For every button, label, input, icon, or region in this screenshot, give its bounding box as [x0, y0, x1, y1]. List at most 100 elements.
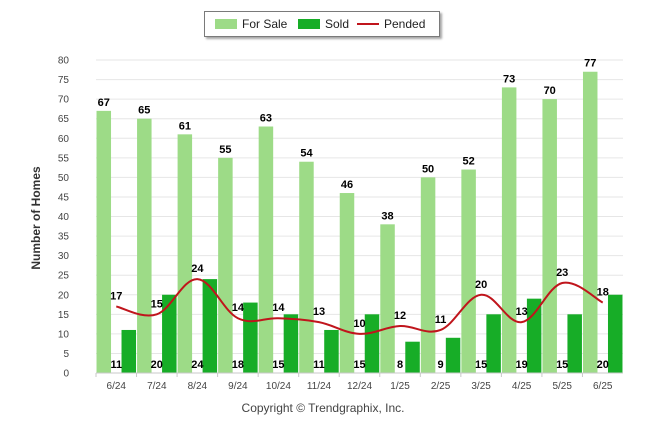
pended-data-label: 13: [313, 306, 325, 318]
sold-data-label: 20: [597, 359, 609, 371]
sold-data-label: 20: [151, 359, 163, 371]
for-sale-bar: [218, 157, 233, 373]
y-tick-label: 15: [58, 310, 70, 321]
for-sale-data-label: 38: [381, 210, 393, 222]
for-sale-bar: [299, 161, 314, 373]
for-sale-bar: [582, 71, 598, 374]
x-tick-label: 1/25: [390, 381, 410, 392]
for-sale-data-label: 63: [260, 113, 272, 125]
for-sale-bar: [177, 134, 193, 373]
sold-bar: [162, 294, 177, 373]
x-tick-label: 12/24: [347, 381, 372, 392]
sold-data-label: 18: [232, 359, 244, 371]
pended-data-label: 14: [232, 302, 245, 314]
sold-bar: [324, 329, 339, 373]
for-sale-data-label: 52: [462, 156, 474, 168]
y-tick-label: 55: [58, 153, 70, 164]
sold-bar: [526, 298, 542, 373]
sold-bar: [364, 314, 380, 373]
for-sale-data-label: 55: [219, 144, 231, 156]
sold-bar: [121, 329, 137, 373]
y-tick-label: 10: [58, 329, 70, 340]
for-sale-data-label: 54: [300, 148, 313, 160]
for-sale-bar: [461, 169, 476, 373]
sold-data-label: 15: [353, 359, 365, 371]
pended-data-label: 12: [394, 310, 406, 322]
for-sale-bar: [96, 110, 112, 374]
sold-data-label: 15: [475, 359, 487, 371]
y-tick-label: 35: [58, 232, 70, 243]
sold-bar: [243, 302, 258, 373]
data-labels: 67 11 65 20 61 24 55 18 63 15 54 11 46 15 38 8 50 9 52 15 73…: [98, 58, 609, 371]
x-tick-label: 9/24: [228, 381, 248, 392]
x-tick-label: 11/24: [307, 381, 332, 392]
x-tick-label: 5/25: [552, 381, 572, 392]
x-tick-label: 10/24: [266, 381, 291, 392]
y-tick-label: 45: [58, 192, 70, 203]
y-tick-label: 20: [58, 290, 70, 301]
legend: For Sale Sold Pended: [204, 11, 440, 37]
pended-line-group: [116, 278, 604, 335]
pended-line: [116, 278, 604, 335]
sold-swatch-icon: [298, 19, 320, 29]
y-tick-label: 5: [63, 349, 69, 360]
y-tick-label: 30: [58, 251, 70, 262]
legend-item-pended[interactable]: Pended: [357, 17, 425, 31]
x-tick-label: 4/25: [512, 381, 532, 392]
sold-data-label: 11: [313, 359, 325, 371]
for-sale-data-label: 77: [584, 58, 596, 70]
y-tick-label: 60: [58, 134, 70, 145]
sold-data-label: 11: [110, 359, 122, 371]
x-tick-label: 6/25: [593, 381, 613, 392]
for-sale-bar: [339, 193, 355, 373]
y-tick-label: 65: [58, 114, 70, 125]
axes: 0 5 10 15 20 25 30 35 40 45 50 55 60 65 70 75 80 6/24 7/24…: [58, 56, 623, 392]
for-sale-bar: [380, 224, 395, 373]
sold-bar: [202, 279, 218, 373]
sold-bar: [486, 314, 501, 373]
pended-data-label: 14: [272, 302, 285, 314]
pended-data-label: 13: [516, 306, 528, 318]
x-tick-label: 6/24: [107, 381, 127, 392]
pended-data-label: 17: [110, 290, 122, 302]
x-tick-label: 7/24: [147, 381, 167, 392]
for-sale-bar: [420, 177, 436, 373]
for-sale-data-label: 50: [422, 163, 434, 175]
y-tick-label: 70: [58, 95, 70, 106]
pended-line-swatch-icon: [357, 23, 379, 25]
pended-data-label: 10: [353, 318, 365, 330]
x-tick-label: 3/25: [471, 381, 491, 392]
sold-bar: [567, 314, 582, 373]
legend-item-sold[interactable]: Sold: [298, 17, 349, 31]
for-sale-data-label: 67: [98, 97, 110, 109]
y-axis-title: Number of Homes: [29, 166, 43, 270]
y-tick-label: 80: [58, 56, 70, 67]
y-tick-label: 0: [63, 369, 69, 380]
sold-data-label: 24: [191, 359, 204, 371]
sold-bar: [283, 314, 299, 373]
legend-label-sold: Sold: [325, 17, 350, 31]
legend-item-for-sale[interactable]: For Sale: [215, 17, 287, 31]
for-sale-bar: [501, 87, 517, 373]
sold-bar: [405, 341, 420, 373]
sold-data-label: 19: [516, 359, 528, 371]
for-sale-bar: [137, 118, 152, 373]
legend-label-pended: Pended: [384, 17, 426, 31]
for-sale-swatch-icon: [215, 19, 237, 29]
for-sale-data-label: 46: [341, 179, 353, 191]
for-sale-data-label: 70: [544, 85, 556, 97]
for-sale-data-label: 65: [138, 105, 150, 117]
sold-data-label: 15: [556, 359, 568, 371]
sold-bar: [445, 337, 461, 373]
sold-bar: [607, 294, 623, 373]
bars: [96, 71, 623, 374]
legend-label-for-sale: For Sale: [242, 17, 288, 31]
for-sale-data-label: 61: [179, 120, 191, 132]
y-tick-label: 50: [58, 173, 70, 184]
y-tick-label: 40: [58, 212, 70, 223]
y-tick-label: 75: [58, 75, 70, 86]
sold-data-label: 9: [438, 359, 444, 371]
for-sale-bar: [258, 126, 274, 373]
x-tick-label: 2/25: [431, 381, 451, 392]
